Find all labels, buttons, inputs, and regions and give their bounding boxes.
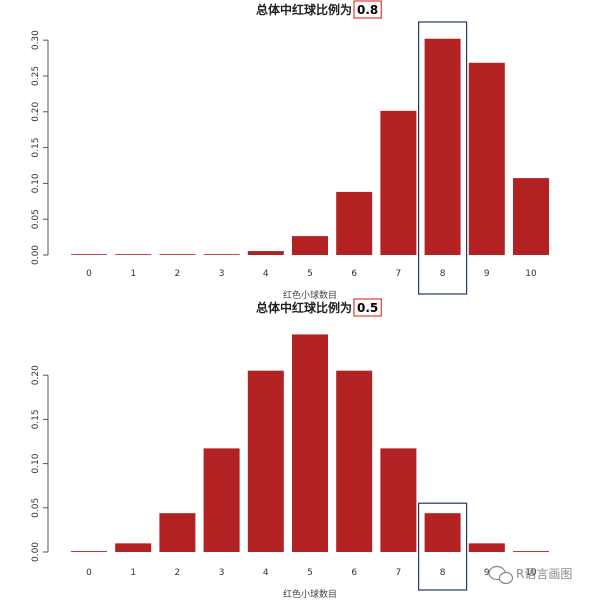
bar: [292, 236, 328, 255]
title-value-highlight-box: [353, 0, 382, 19]
x-tick-label: 7: [396, 568, 402, 578]
y-tick-label: 0.00: [31, 245, 41, 265]
y-tick-label: 0.10: [31, 453, 41, 473]
x-tick-label: 3: [219, 269, 225, 279]
x-tick-label: 9: [484, 269, 490, 279]
x-tick-label: 10: [525, 269, 537, 279]
y-tick-label: 0.15: [31, 138, 41, 158]
x-tick-label: 1: [130, 269, 136, 279]
y-tick-label: 0.20: [31, 365, 41, 385]
x-tick-label: 8: [440, 568, 446, 578]
y-tick-label: 0.25: [31, 66, 41, 86]
y-tick-label: 0.00: [31, 542, 41, 562]
x-tick-label: 6: [351, 568, 357, 578]
bar: [380, 448, 417, 552]
bar: [203, 254, 240, 255]
bar: [336, 370, 373, 552]
bar: [513, 551, 549, 552]
bar: [115, 254, 152, 255]
highlight-box: [418, 502, 468, 591]
y-tick-label: 0.10: [31, 173, 41, 193]
bar: [424, 513, 461, 552]
bar: [71, 551, 107, 552]
bar: [336, 191, 373, 255]
title-value-highlight-box: [353, 298, 382, 317]
x-tick-label: 1: [130, 568, 136, 578]
y-tick-label: 0.15: [31, 409, 41, 429]
bar: [513, 178, 549, 255]
highlight-box: [418, 21, 468, 295]
x-tick-label: 10: [525, 568, 537, 578]
bar: [247, 370, 284, 552]
bar: [292, 334, 328, 552]
x-tick-label: 5: [307, 269, 313, 279]
chart-panel-bottom: 总体中红球比例为 0.5 0.00 0.05 0.10 0.15 0.20 0 1 2 3 4 5 6 7 8…: [31, 298, 549, 600]
x-tick-label: 4: [263, 269, 269, 279]
x-tick-label: 6: [351, 269, 357, 279]
x-tick-label: 4: [263, 568, 269, 578]
x-tick-label: 8: [440, 269, 446, 279]
bar: [159, 513, 196, 552]
bar: [247, 251, 284, 255]
chart-title-value: 0.8: [357, 3, 378, 17]
bar: [380, 110, 417, 255]
y-tick-label: 0.05: [31, 209, 41, 229]
x-tick-label: 3: [219, 568, 225, 578]
x-tick-label: 9: [484, 568, 490, 578]
x-tick-label: 0: [86, 568, 92, 578]
x-tick-label: 2: [175, 568, 181, 578]
x-axis-label: 红色小球数目: [283, 289, 337, 301]
bar: [468, 62, 505, 255]
bar: [203, 448, 240, 552]
watermark: R语言画图: [488, 565, 572, 585]
x-tick-label: 2: [175, 269, 181, 279]
chart-title: 总体中红球比例为: [256, 300, 352, 315]
chart-panel-top: 总体中红球比例为 0.8 0.00 0.05 0.10 0.15 0.20 0.25 0.30 0…: [31, 0, 549, 301]
bar: [159, 254, 196, 255]
y-tick-label: 0.05: [31, 498, 41, 518]
y-tick-label: 0.30: [31, 30, 41, 50]
bar: [424, 38, 461, 255]
wechat-icon-bubble: [498, 571, 514, 585]
y-tick-label: 0.20: [31, 101, 41, 121]
chart-title: 总体中红球比例为: [256, 2, 352, 17]
bar: [468, 543, 505, 552]
watermark-text: R语言画图: [516, 567, 572, 581]
x-axis-label: 红色小球数目: [283, 588, 337, 600]
chart-title-value: 0.5: [357, 301, 378, 315]
x-tick-label: 0: [86, 269, 92, 279]
x-tick-label: 7: [396, 269, 402, 279]
x-tick-label: 5: [307, 568, 313, 578]
bar: [71, 254, 107, 255]
bar: [115, 543, 152, 552]
